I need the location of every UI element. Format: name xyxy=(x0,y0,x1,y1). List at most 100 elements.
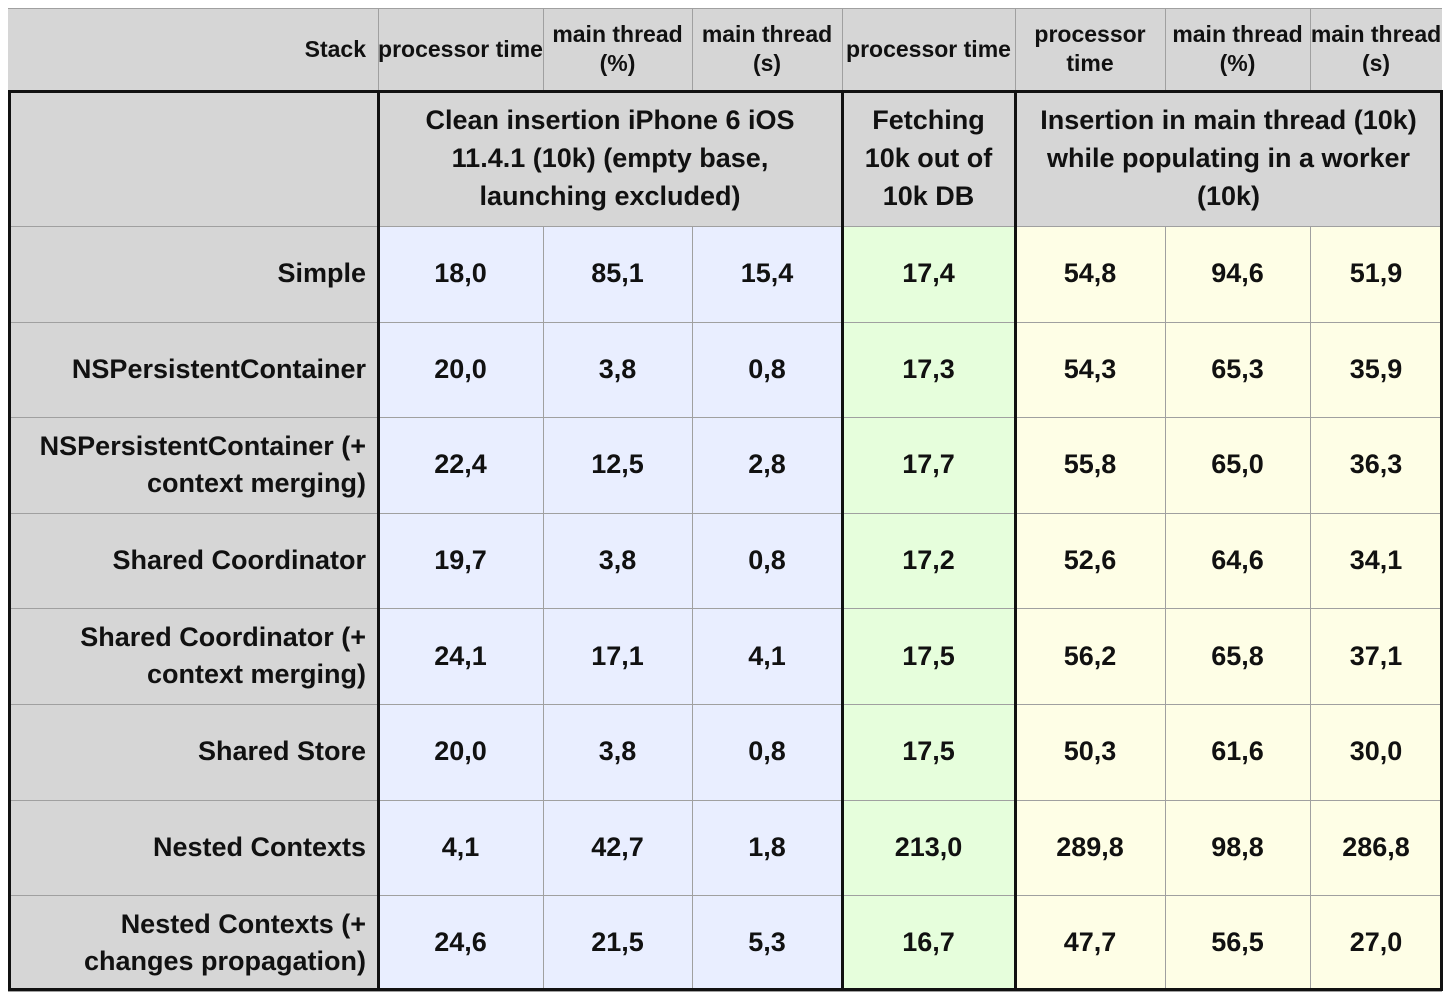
table-cell-value: 17,4 xyxy=(842,226,1015,322)
row-label-stack: NSPersistentContainer xyxy=(8,321,378,418)
grid-line-horizontal xyxy=(8,417,1442,419)
table-cell-value: 85,1 xyxy=(543,226,692,322)
table-cell-value: 17,1 xyxy=(543,608,692,704)
table-cell-value: 24,6 xyxy=(378,895,543,991)
table-cell-value: 3,8 xyxy=(543,704,692,800)
table-cell-value: 3,8 xyxy=(543,512,692,609)
table-cell-value: 289,8 xyxy=(1015,799,1165,896)
column-header: processor time xyxy=(842,8,1015,90)
table-cell-value: 17,2 xyxy=(842,512,1015,609)
grid-line-horizontal xyxy=(8,895,1442,897)
row-label-stack: Simple xyxy=(8,226,378,322)
table-cell-value: 0,8 xyxy=(692,512,842,609)
row-label-stack: Shared Coordinator xyxy=(8,512,378,609)
table-cell-value: 37,1 xyxy=(1310,608,1442,704)
column-header: main thread (s) xyxy=(1310,8,1442,90)
table-cell-value: 17,7 xyxy=(842,417,1015,513)
table-cell-value: 52,6 xyxy=(1015,512,1165,609)
border-thick xyxy=(8,90,1442,93)
border-thick xyxy=(1440,90,1443,991)
table-cell-value: 20,0 xyxy=(378,321,543,418)
grid-line-horizontal xyxy=(8,608,1442,610)
table-cell-value: 20,0 xyxy=(378,704,543,800)
table-cell-value: 17,5 xyxy=(842,608,1015,704)
table-cell-value: 30,0 xyxy=(1310,704,1442,800)
table-cell-value: 22,4 xyxy=(378,417,543,513)
table-cell-value: 34,1 xyxy=(1310,512,1442,609)
table-cell-value: 17,3 xyxy=(842,321,1015,418)
grid-line-horizontal xyxy=(8,990,1442,992)
table-cell-value: 213,0 xyxy=(842,799,1015,896)
group-header: Fetching 10k out of 10k DB xyxy=(842,90,1015,226)
grid-line-vertical xyxy=(842,8,843,90)
table-cell-value: 4,1 xyxy=(692,608,842,704)
grid-line-vertical xyxy=(1015,8,1016,90)
column-header: main thread (%) xyxy=(543,8,692,90)
table-cell-value: 5,3 xyxy=(692,895,842,991)
table-cell-value: 12,5 xyxy=(543,417,692,513)
group-header-empty xyxy=(8,90,378,226)
row-label-stack: Shared Coordinator (+ context merging) xyxy=(8,608,378,704)
grid-line-horizontal xyxy=(8,8,1442,9)
table-cell-value: 2,8 xyxy=(692,417,842,513)
table-cell-value: 56,2 xyxy=(1015,608,1165,704)
table-cell-value: 27,0 xyxy=(1310,895,1442,991)
column-header: main thread (s) xyxy=(692,8,842,90)
table-cell-value: 65,0 xyxy=(1165,417,1310,513)
table-cell-value: 0,8 xyxy=(692,704,842,800)
table-cell-value: 17,5 xyxy=(842,704,1015,800)
table-cell-value: 61,6 xyxy=(1165,704,1310,800)
column-header: processor time xyxy=(378,8,543,90)
table-cell-value: 98,8 xyxy=(1165,799,1310,896)
row-label-stack: Nested Contexts (+ changes propagation) xyxy=(8,895,378,991)
table-cell-value: 94,6 xyxy=(1165,226,1310,322)
grid-line-horizontal xyxy=(8,704,1442,705)
grid-line-horizontal xyxy=(8,512,1442,514)
grid-line-horizontal xyxy=(8,799,1442,801)
row-label-stack: Shared Store xyxy=(8,704,378,800)
border-thick xyxy=(1014,90,1017,991)
column-header: processor time xyxy=(1015,8,1165,90)
table-cell-value: 15,4 xyxy=(692,226,842,322)
table-cell-value: 65,8 xyxy=(1165,608,1310,704)
table-cell-value: 35,9 xyxy=(1310,321,1442,418)
grid-line-vertical xyxy=(692,8,693,90)
stack-column-header: Stack xyxy=(8,8,378,90)
border-thick xyxy=(8,987,1442,991)
grid-line-vertical xyxy=(1165,8,1166,90)
table-cell-value: 54,3 xyxy=(1015,321,1165,418)
table-cell-value: 47,7 xyxy=(1015,895,1165,991)
table-cell-value: 21,5 xyxy=(543,895,692,991)
table-cell-value: 18,0 xyxy=(378,226,543,322)
grid-line-vertical xyxy=(378,8,379,90)
table-cell-value: 286,8 xyxy=(1310,799,1442,896)
column-header: main thread (%) xyxy=(1165,8,1310,90)
table-cell-value: 54,8 xyxy=(1015,226,1165,322)
table-cell-value: 51,9 xyxy=(1310,226,1442,322)
border-thick xyxy=(377,90,380,991)
table-cell-value: 4,1 xyxy=(378,799,543,896)
group-header: Insertion in main thread (10k) while pop… xyxy=(1015,90,1442,226)
row-label-stack: NSPersistentContainer (+ context merging… xyxy=(8,417,378,513)
table-cell-value: 3,8 xyxy=(543,321,692,418)
table-cell-value: 42,7 xyxy=(543,799,692,896)
table-cell-value: 1,8 xyxy=(692,799,842,896)
grid-line-vertical xyxy=(543,8,544,90)
table-cell-value: 50,3 xyxy=(1015,704,1165,800)
table-cell-value: 64,6 xyxy=(1165,512,1310,609)
table-cell-value: 16,7 xyxy=(842,895,1015,991)
border-thick xyxy=(841,90,844,991)
table-cell-value: 24,1 xyxy=(378,608,543,704)
grid-line-horizontal xyxy=(8,226,1442,227)
group-header: Clean insertion iPhone 6 iOS 11.4.1 (10k… xyxy=(378,90,842,226)
table-cell-value: 56,5 xyxy=(1165,895,1310,991)
grid-line-vertical xyxy=(1310,8,1311,90)
table-cell-value: 65,3 xyxy=(1165,321,1310,418)
table-cell-value: 55,8 xyxy=(1015,417,1165,513)
table-cell-value: 36,3 xyxy=(1310,417,1442,513)
table-cell-value: 19,7 xyxy=(378,512,543,609)
table-cell-value: 0,8 xyxy=(692,321,842,418)
grid-line-horizontal xyxy=(8,321,1442,323)
row-label-stack: Nested Contexts xyxy=(8,799,378,896)
border-thick xyxy=(8,90,11,991)
